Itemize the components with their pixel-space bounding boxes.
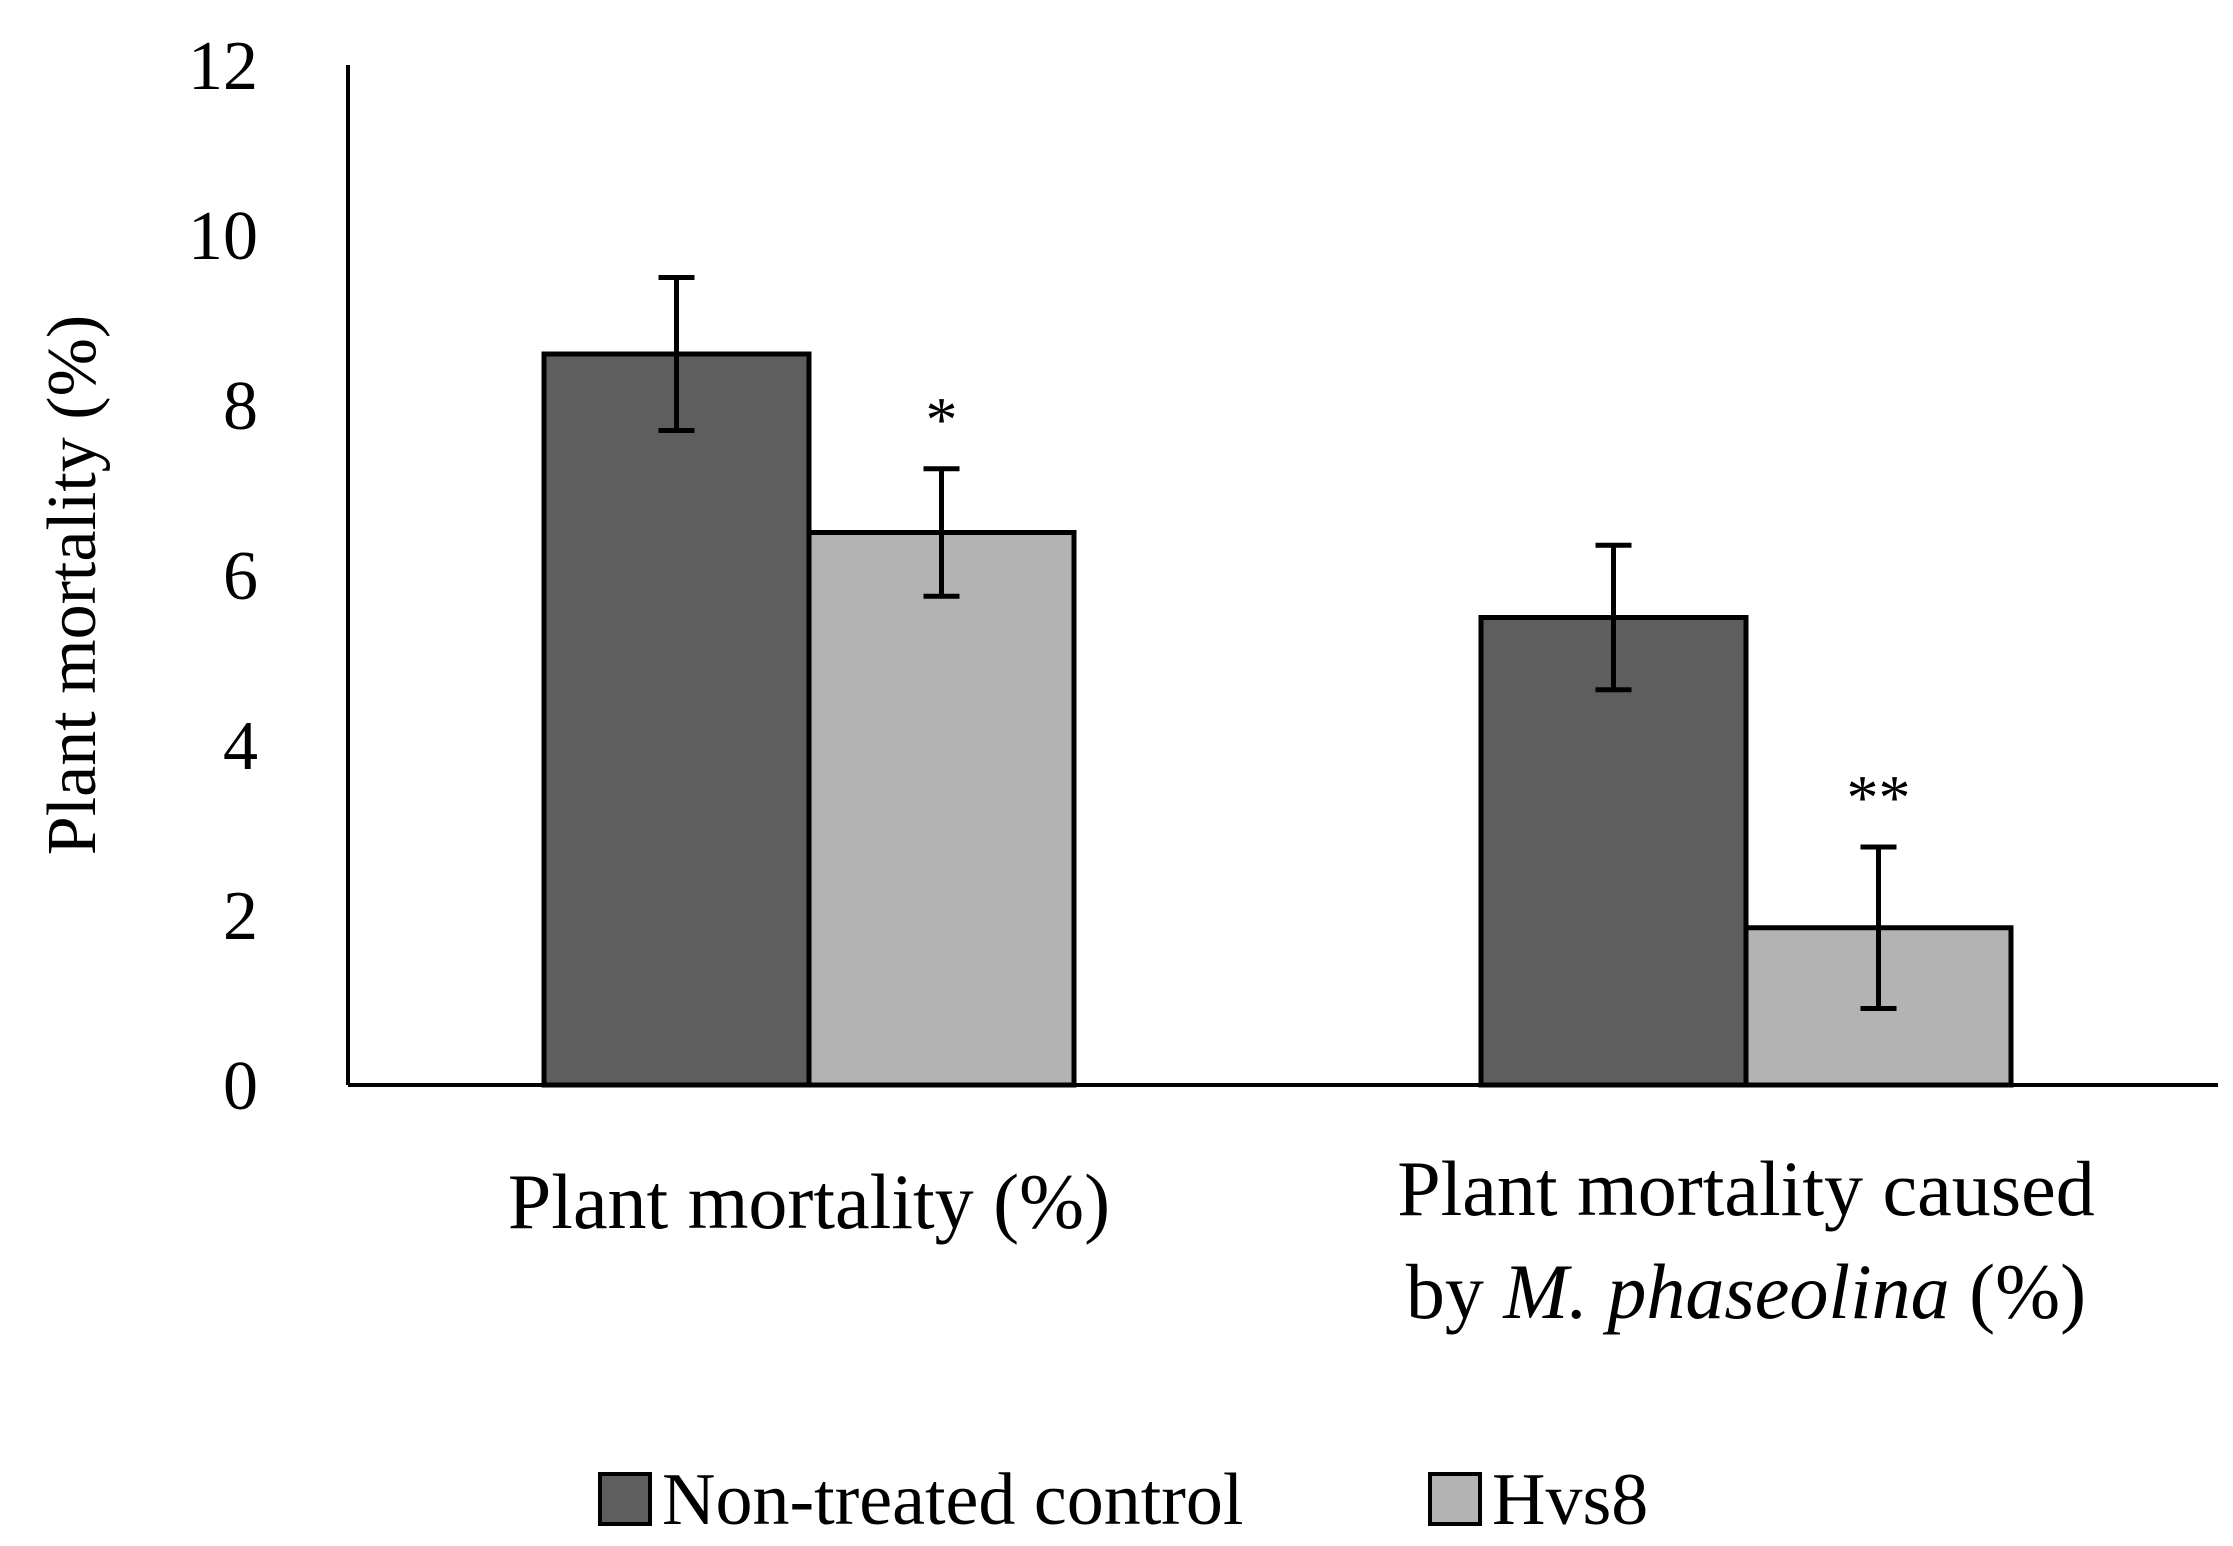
category-label-part: M. phaseolina [1502, 1248, 1949, 1335]
bar-control-0 [541, 351, 812, 1088]
significance-marker: ** [1847, 762, 1911, 833]
significance-markers: *** [926, 384, 1911, 833]
y-axis-label: Plant mortality (%) [34, 315, 111, 855]
y-tick-label: 12 [188, 28, 258, 105]
error-bars [658, 275, 1897, 1011]
legend: Non-treated control Hvs8 [598, 1459, 1648, 1541]
legend-swatch [598, 1472, 652, 1526]
legend-label: Non-treated control [662, 1459, 1244, 1541]
legend-swatch [1428, 1472, 1482, 1526]
error-bar [1595, 542, 1632, 693]
y-tick-label: 8 [223, 368, 258, 445]
y-tick-label: 10 [188, 198, 258, 275]
bars [541, 351, 2014, 1088]
y-tick-label: 4 [223, 708, 258, 785]
category-label-part: by [1406, 1248, 1504, 1335]
significance-marker: * [926, 384, 958, 455]
category-label: Plant mortality (%) [508, 1158, 1110, 1245]
y-tick-label: 0 [223, 1048, 258, 1125]
legend-label: Hvs8 [1492, 1459, 1648, 1541]
category-label-line2: by M. phaseolina (%) [1406, 1248, 2086, 1335]
bar-hvs8-0 [806, 530, 1077, 1088]
error-bar [658, 275, 695, 433]
x-axis: Plant mortality (%) Plant mortality cause… [348, 1083, 2218, 1335]
error-bar [1860, 844, 1897, 1011]
y-tick-label: 2 [223, 878, 258, 955]
error-bar [923, 466, 960, 599]
y-axis: 0 2 4 6 8 10 12 [188, 28, 350, 1125]
category-label: Plant mortality caused [1397, 1145, 2095, 1232]
category-label-part: (%) [1950, 1248, 2086, 1335]
y-tick-label: 6 [223, 538, 258, 615]
